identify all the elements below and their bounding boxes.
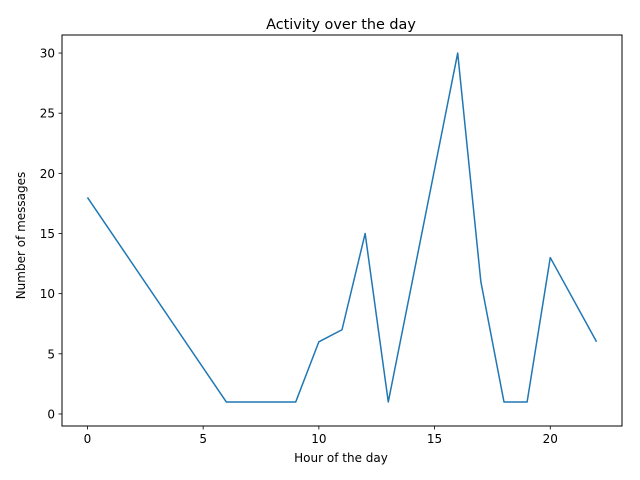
- y-tick-label: 5: [47, 347, 55, 361]
- plot-area: [86, 52, 598, 403]
- axes-frame: [61, 34, 623, 427]
- x-tick-label: 5: [199, 432, 207, 446]
- x-tick-label: 15: [427, 432, 442, 446]
- series-line: [86, 52, 598, 403]
- y-axis-label: Number of messages: [14, 172, 28, 300]
- chart-title: Activity over the day: [266, 17, 416, 33]
- x-tick-label: 10: [311, 432, 326, 446]
- x-axis-ticks: 0 5 10 15 20: [84, 426, 558, 446]
- y-tick-label: 30: [40, 47, 55, 61]
- y-axis-ticks: 0 5 10 15 20 25 30: [40, 47, 62, 421]
- x-tick-label: 0: [84, 432, 92, 446]
- y-tick-label: 15: [40, 227, 55, 241]
- y-tick-label: 20: [40, 167, 55, 181]
- y-tick-label: 10: [40, 287, 55, 301]
- y-tick-label: 25: [40, 107, 55, 121]
- x-tick-label: 20: [543, 432, 558, 446]
- x-axis-label: Hour of the day: [294, 451, 388, 465]
- y-tick-label: 0: [47, 407, 55, 421]
